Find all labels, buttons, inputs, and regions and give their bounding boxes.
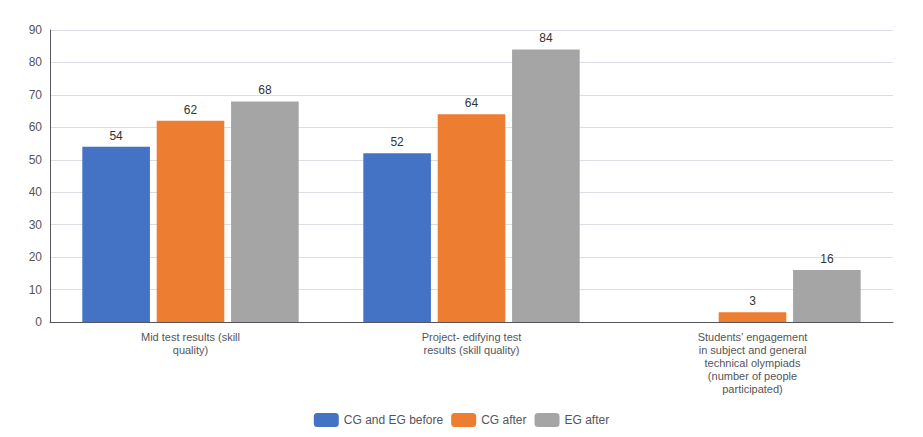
svg-text:62: 62 xyxy=(184,103,198,117)
svg-text:participated): participated) xyxy=(722,383,783,395)
svg-text:90: 90 xyxy=(29,23,43,37)
svg-text:in subject and general: in subject and general xyxy=(699,344,807,356)
svg-text:CG and EG before: CG and EG before xyxy=(344,413,444,427)
svg-text:68: 68 xyxy=(258,83,272,97)
svg-text:50: 50 xyxy=(29,153,43,167)
svg-text:20: 20 xyxy=(29,250,43,264)
svg-text:quality): quality) xyxy=(173,344,208,356)
svg-text:CG after: CG after xyxy=(481,413,526,427)
svg-text:technical olympiads: technical olympiads xyxy=(705,357,801,369)
svg-text:60: 60 xyxy=(29,120,43,134)
svg-text:70: 70 xyxy=(29,88,43,102)
svg-text:64: 64 xyxy=(465,96,479,110)
svg-text:52: 52 xyxy=(390,135,404,149)
svg-text:Students’ engagement: Students’ engagement xyxy=(698,331,808,343)
svg-text:84: 84 xyxy=(539,31,553,45)
svg-text:3: 3 xyxy=(749,294,756,308)
svg-text:0: 0 xyxy=(35,315,42,329)
svg-text:80: 80 xyxy=(29,55,43,69)
svg-text:Project- edifying test: Project- edifying test xyxy=(422,331,522,343)
svg-text:(number of people: (number of people xyxy=(708,370,797,382)
svg-text:54: 54 xyxy=(109,129,123,143)
svg-text:EG after: EG after xyxy=(565,413,610,427)
svg-text:30: 30 xyxy=(29,218,43,232)
svg-text:results (skill quality): results (skill quality) xyxy=(424,344,520,356)
svg-text:40: 40 xyxy=(29,185,43,199)
svg-text:10: 10 xyxy=(29,283,43,297)
svg-text:Mid test results (skill: Mid test results (skill xyxy=(141,331,240,343)
svg-text:16: 16 xyxy=(820,252,834,266)
